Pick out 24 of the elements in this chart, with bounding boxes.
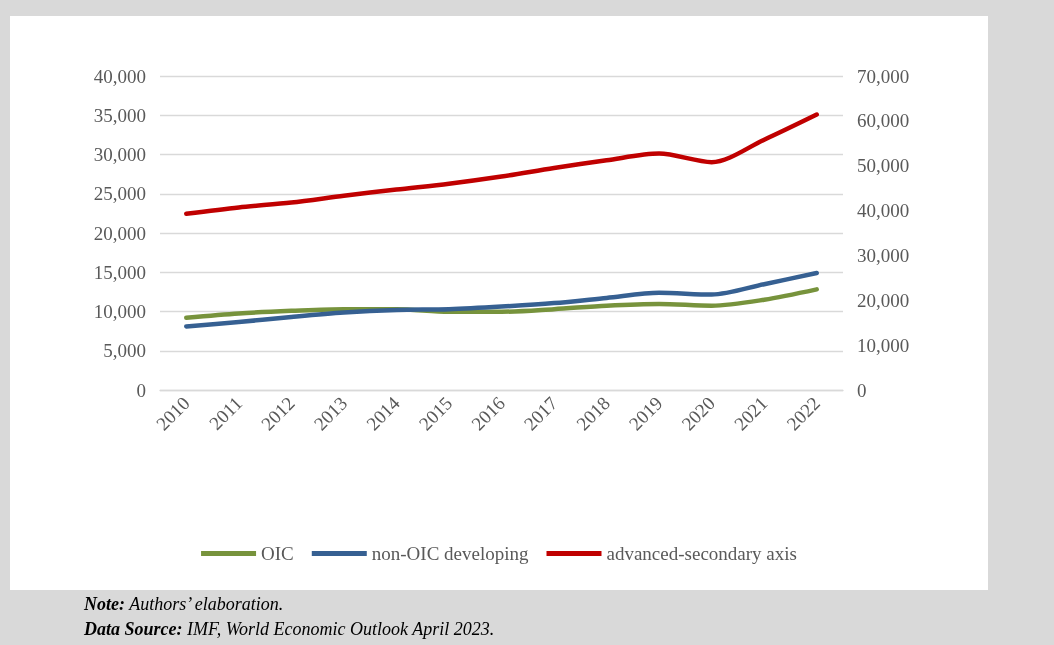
text: Note: Authors’ elaboration. bbox=[84, 594, 284, 614]
y-tick-label: 30,000 bbox=[93, 144, 146, 165]
line-series bbox=[184, 112, 819, 216]
y-tick-label: 15,000 bbox=[93, 261, 146, 283]
y-tick-label: 5,000 bbox=[103, 340, 146, 362]
y-tick-label: 40,000 bbox=[93, 65, 146, 87]
y2-tick-label: 50,000 bbox=[857, 155, 910, 177]
y-tick-label: 25,000 bbox=[93, 183, 146, 205]
y2-tick-label: 30,000 bbox=[857, 244, 910, 266]
y2-tick-label: 40,000 bbox=[857, 200, 910, 222]
y-tick-label: 35,000 bbox=[93, 104, 146, 126]
y2-tick-label: 70,000 bbox=[857, 65, 910, 87]
y2-tick-label: 60,000 bbox=[857, 110, 910, 132]
legend-label: OIC bbox=[261, 543, 294, 564]
source-note: Data Source: IMF, World Economic Outlook April 2023. bbox=[84, 619, 495, 639]
y-tick-label: 10,000 bbox=[93, 301, 146, 322]
y-tick-label: 0 bbox=[136, 379, 146, 401]
legend-label: non-OIC developing bbox=[371, 543, 529, 564]
y2-tick-label: 20,000 bbox=[857, 289, 910, 311]
line-series bbox=[184, 270, 819, 329]
y2-tick-label: 0 bbox=[857, 379, 867, 401]
y-tick-label: 20,000 bbox=[93, 222, 146, 244]
y2-tick-label: 10,000 bbox=[857, 334, 910, 356]
legend-label: advanced-secondary axis bbox=[606, 543, 797, 564]
